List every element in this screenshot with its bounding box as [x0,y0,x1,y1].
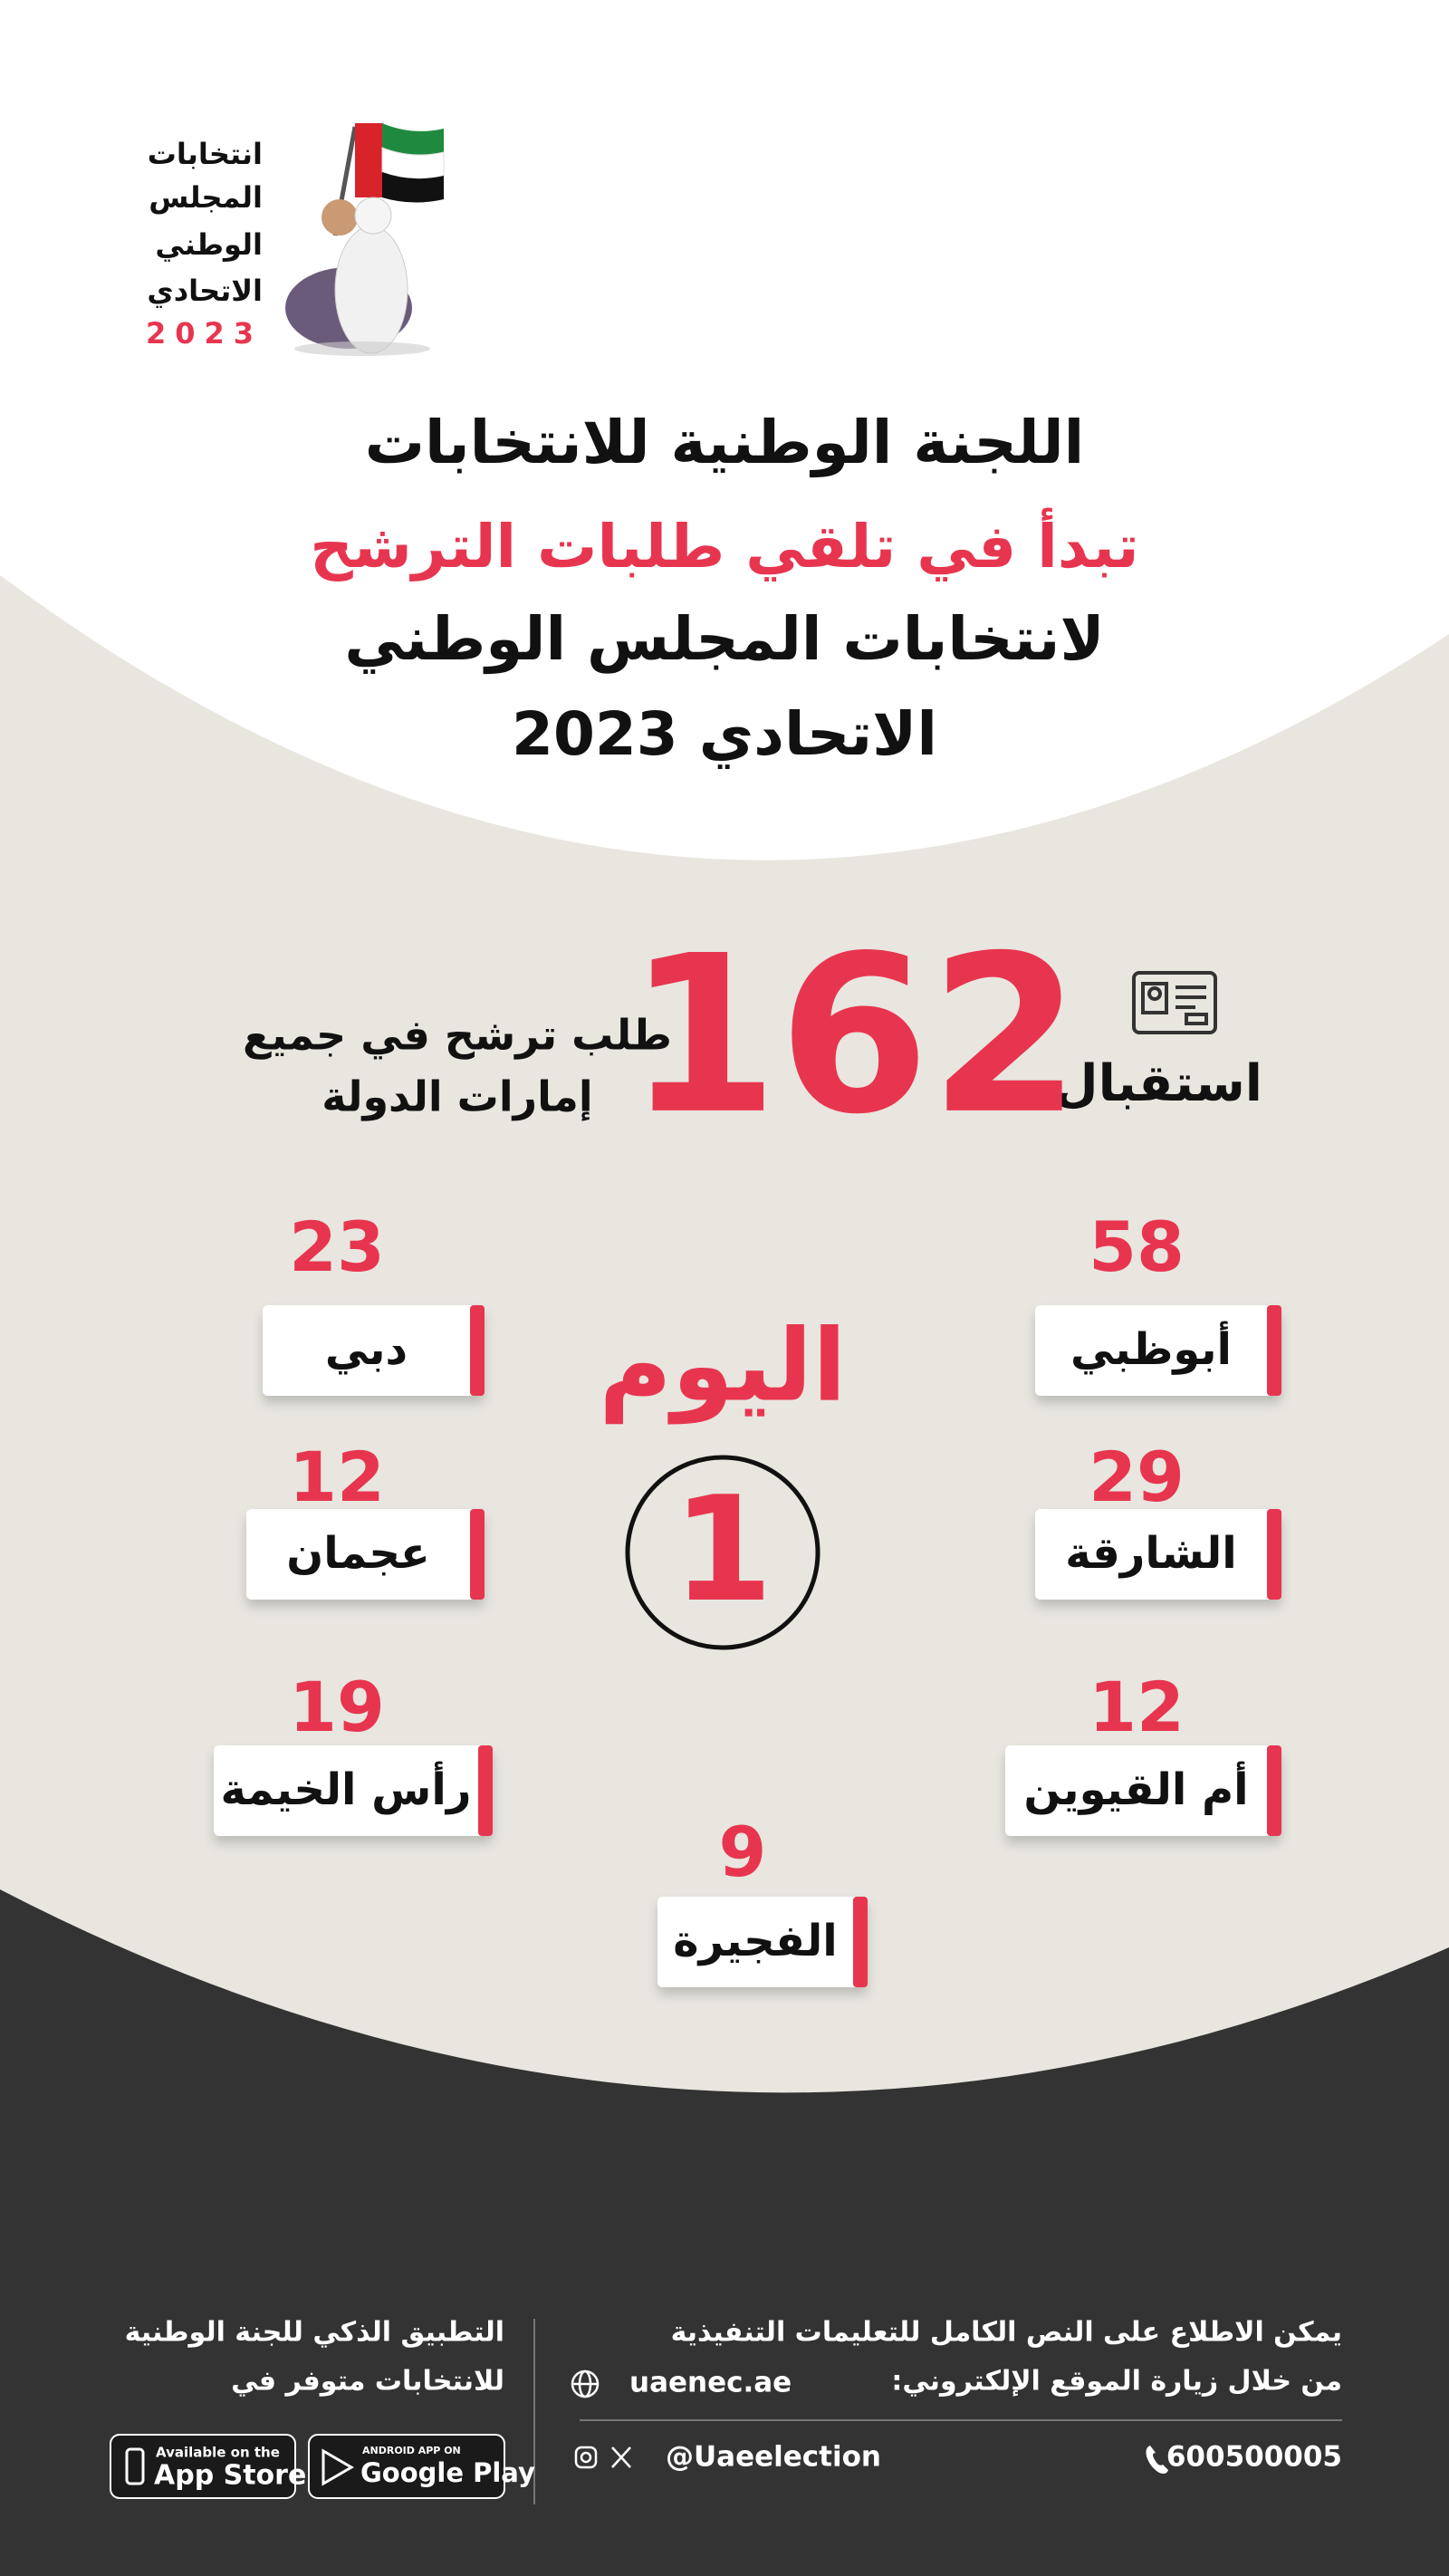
logo-line: الاتحادي [147,274,263,308]
emirate-box [1005,1745,1281,1836]
headline: اللجنة الوطنية للانتخابات تبدأ في تلقي طل… [310,408,1138,769]
app-store-big: App Store [154,2460,306,2492]
emirate-name: عجمان [286,1528,430,1579]
day-label: اليوم [599,1307,847,1424]
emirate-name: دبي [325,1324,408,1375]
day-circle [625,1455,820,1650]
emirate-count: 58 [1089,1206,1185,1287]
emirate-name: أبوظبي [1070,1321,1232,1375]
logo-year: 2023 [146,316,263,351]
google-play-badge[interactable] [308,2434,505,2499]
emirate-count: 29 [1089,1437,1185,1517]
footer-info: يمكن الاطلاع على النص الكامل للتعليمات ا… [671,2317,1342,2349]
phone-icon [1146,2446,1168,2474]
phone-glyph [125,2447,145,2485]
logo-text: انتخابات المجلس الوطني الاتحادي 2023 [146,137,263,351]
emirate-accent [478,1745,493,1836]
logo-line: انتخابات [148,137,263,171]
google-play-big: Google Play [360,2457,535,2488]
instagram-icon [574,2446,598,2469]
google-play-small: ANDROID APP ON [362,2445,461,2456]
emirate-count: 23 [289,1206,385,1287]
x-icon [611,2446,631,2468]
app-text: للانتخابات متوفر في [231,2366,504,2398]
footer-info: من خلال زيارة الموقع الإلكتروني: [891,2366,1342,2398]
website[interactable]: uaenec.ae [629,2367,792,2399]
play-glyph [321,2448,354,2486]
logo-illustration [285,123,445,356]
emirate-accent [1267,1509,1281,1600]
app-store-small: Available on the [156,2445,280,2461]
emirate-accent [470,1305,485,1396]
emirate-accent [1267,1745,1281,1836]
emirate-box [657,1897,868,1987]
summary-caption: إمارات الدولة [321,1072,592,1122]
headline-line4: الاتحادي 2023 [512,699,937,769]
headline-line2: تبدأ في تلقي طلبات الترشح [310,507,1138,582]
headline-line3: لانتخابات المجلس الوطني [344,604,1104,675]
id-card-icon [1132,971,1217,1034]
emirate-count: 19 [289,1667,385,1747]
summary-total: 162 [628,908,1081,1162]
logo-line: المجلس [149,180,263,215]
emirate-count: 9 [719,1812,767,1892]
dark-footer [0,1889,1449,2576]
day-number: 1 [672,1465,772,1634]
emirate-accent [1267,1305,1281,1396]
summary-caption: طلب ترشح في جميع [243,1011,672,1060]
emirate-name: رأس الخيمة [221,1761,472,1815]
summary-label: استقبال [1054,1054,1262,1113]
emirate-count: 12 [1089,1667,1185,1747]
emirate-accent [853,1897,868,1987]
footer: يمكن الاطلاع على النص الكامل للتعليمات ا… [125,2317,1342,2492]
emirate-box [1035,1509,1281,1600]
social-handle[interactable]: @Uaeelection [666,2441,881,2474]
emirate-box [246,1509,485,1600]
emirate-name: الشارقة [1065,1528,1237,1579]
emirate-name: الفجيرة [673,1916,837,1966]
emirate-accent [470,1509,485,1600]
emirate-box [1035,1305,1281,1396]
headline-line1: اللجنة الوطنية للانتخابات [365,408,1085,478]
emirate-box [263,1305,485,1396]
app-store-badge[interactable] [110,2434,296,2499]
emirate-box [214,1745,493,1836]
emirate-name: أم القيوين [1023,1761,1248,1815]
emirate-count: 12 [289,1437,385,1517]
logo-line: الوطني [155,227,263,262]
app-text: التطبيق الذكي للجنة الوطنية [125,2317,504,2349]
phone: 600500005 [1166,2441,1342,2474]
globe-icon [571,2369,600,2398]
